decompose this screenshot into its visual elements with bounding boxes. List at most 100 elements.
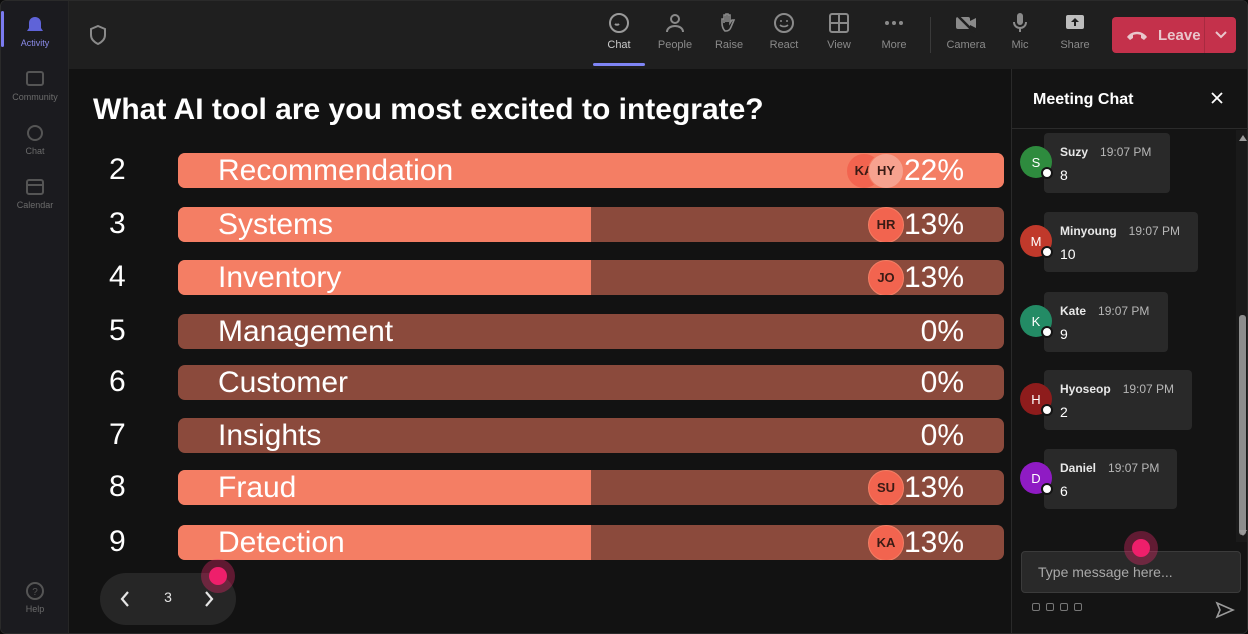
chevron-down-icon [1214, 31, 1227, 39]
rail-item-label: Chat [25, 146, 45, 156]
toolbar-view-button[interactable]: View [813, 11, 865, 51]
rail-item-community[interactable]: Community [1, 69, 69, 102]
hang-up-icon [1127, 31, 1147, 40]
rail-item-label: Community [12, 92, 58, 102]
leave-label: Leave [1158, 26, 1201, 44]
chat-scrollbar[interactable] [1236, 130, 1247, 542]
poll-option[interactable]: 4 Inventory JO 13% [93, 258, 1005, 296]
toolbar-chat-button[interactable]: Chat [593, 11, 645, 66]
poll-option[interactable]: 6 Customer 0% [93, 363, 1005, 401]
toolbar-mic-button[interactable]: Mic [994, 11, 1046, 51]
format-toolbar [1032, 603, 1082, 611]
avatar: H [1020, 383, 1053, 416]
option-percent: 0% [920, 419, 964, 452]
voter-avatar: SU [868, 470, 904, 505]
camera-off-icon [955, 13, 976, 33]
option-bar-fill [178, 260, 591, 295]
format-icon[interactable] [1032, 603, 1040, 611]
sender-name: Hyoseop [1060, 382, 1111, 396]
rail-item-help[interactable]: ? Help [1, 581, 69, 614]
leave-button[interactable]: Leave [1112, 17, 1236, 53]
message-input[interactable] [1021, 551, 1241, 593]
people-icon [666, 14, 684, 33]
meeting-toolbar: Chat People Raise React View More Camera [69, 1, 1247, 69]
message-time: 19:07 PM [1122, 382, 1175, 396]
poll-option[interactable]: 2 Recommendation HY KA 22% [93, 151, 1005, 189]
status-dot [1041, 246, 1053, 258]
poll-option[interactable]: 9 Detection KA 13% [93, 523, 1005, 561]
toolbar-camera-button[interactable]: Camera [940, 11, 992, 51]
toolbar-react-button[interactable]: React [758, 11, 810, 51]
toolbar-label: Share [1060, 39, 1090, 51]
poll-option[interactable]: 5 Management 0% [93, 312, 1005, 350]
voter-avatar: JO [868, 260, 904, 295]
pointer-highlight [201, 559, 235, 593]
voter-avatars: JO [868, 260, 904, 295]
attach-icon[interactable] [1046, 603, 1054, 611]
voter-avatars: KA [868, 525, 904, 560]
sender-name: Kate [1060, 304, 1087, 318]
option-number: 9 [109, 525, 126, 558]
option-bar: Inventory JO 13% [178, 260, 1004, 295]
app-rail: Activity Community Chat Calendar ? Help [1, 1, 69, 633]
option-number: 4 [109, 260, 126, 293]
voter-avatars: HY KA [846, 153, 904, 188]
poll-option[interactable]: 3 Systems HR 13% [93, 205, 1005, 243]
option-label: Inventory [218, 261, 342, 294]
poll-question: What AI tool are you most excited to int… [93, 93, 764, 126]
option-number: 5 [109, 314, 126, 347]
option-label: Recommendation [218, 154, 454, 187]
sender-name: Suzy [1060, 145, 1089, 159]
help-icon: ? [26, 582, 44, 600]
poll-panel: What AI tool are you most excited to int… [69, 69, 1011, 633]
option-bar-fill [178, 525, 591, 560]
avatar-initial: D [1031, 470, 1041, 486]
hand-icon [721, 13, 736, 32]
option-bar: Management 0% [178, 314, 1004, 349]
shield-icon[interactable] [89, 25, 107, 45]
avatar-initial: M [1030, 233, 1042, 249]
option-number: 7 [109, 418, 126, 451]
gif-icon[interactable] [1074, 603, 1082, 611]
chevron-right-icon[interactable] [202, 588, 216, 610]
toolbar-share-button[interactable]: Share [1049, 11, 1101, 51]
toolbar-raise-button[interactable]: Raise [703, 11, 755, 51]
chat-icon [27, 125, 43, 141]
poll-option[interactable]: 8 Fraud SU 13% [93, 468, 1005, 506]
scroll-up-icon[interactable] [1239, 135, 1247, 141]
community-icon [26, 71, 44, 86]
rail-item-activity[interactable]: Activity [1, 11, 69, 48]
message-text: 2 [1060, 404, 1068, 420]
poll-option[interactable]: 7 Insights 0% [93, 416, 1005, 454]
sender-name: Minyoung [1060, 224, 1117, 238]
bell-icon [27, 17, 43, 31]
avatar: S [1020, 146, 1053, 179]
toolbar-more-button[interactable]: More [868, 11, 920, 51]
option-bar: Recommendation HY KA 22% [178, 153, 1004, 188]
chat-panel: Meeting Chat Suzy 19:07 PM 8 S Minyoung 19… [1011, 69, 1247, 633]
avatar-initial: K [1031, 313, 1041, 329]
rail-item-label: Help [25, 604, 45, 614]
rail-item-chat[interactable]: Chat [1, 123, 69, 156]
toolbar-people-button[interactable]: People [649, 11, 701, 51]
option-label: Detection [218, 526, 345, 559]
voter-avatar: HR [868, 207, 904, 242]
scrollbar-thumb[interactable] [1239, 315, 1246, 535]
message-bubble: Kate 19:07 PM 9 [1044, 292, 1168, 352]
option-percent: 13% [903, 526, 964, 559]
voter-avatar: KA [868, 525, 904, 560]
leave-options-button[interactable] [1204, 17, 1236, 53]
option-percent: 13% [903, 208, 964, 241]
emoji-icon[interactable] [1060, 603, 1068, 611]
scroll-down-icon[interactable] [1239, 530, 1247, 536]
message-time: 19:07 PM [1128, 224, 1181, 238]
rail-item-calendar[interactable]: Calendar [1, 177, 69, 210]
chevron-left-icon[interactable] [118, 588, 132, 610]
rail-item-label: Activity [20, 38, 50, 48]
message-bubble: Suzy 19:07 PM 8 [1044, 133, 1170, 193]
avatar-initial: S [1031, 154, 1041, 170]
send-icon[interactable] [1215, 601, 1235, 619]
option-label: Fraud [218, 471, 297, 504]
close-icon[interactable] [1210, 91, 1224, 105]
